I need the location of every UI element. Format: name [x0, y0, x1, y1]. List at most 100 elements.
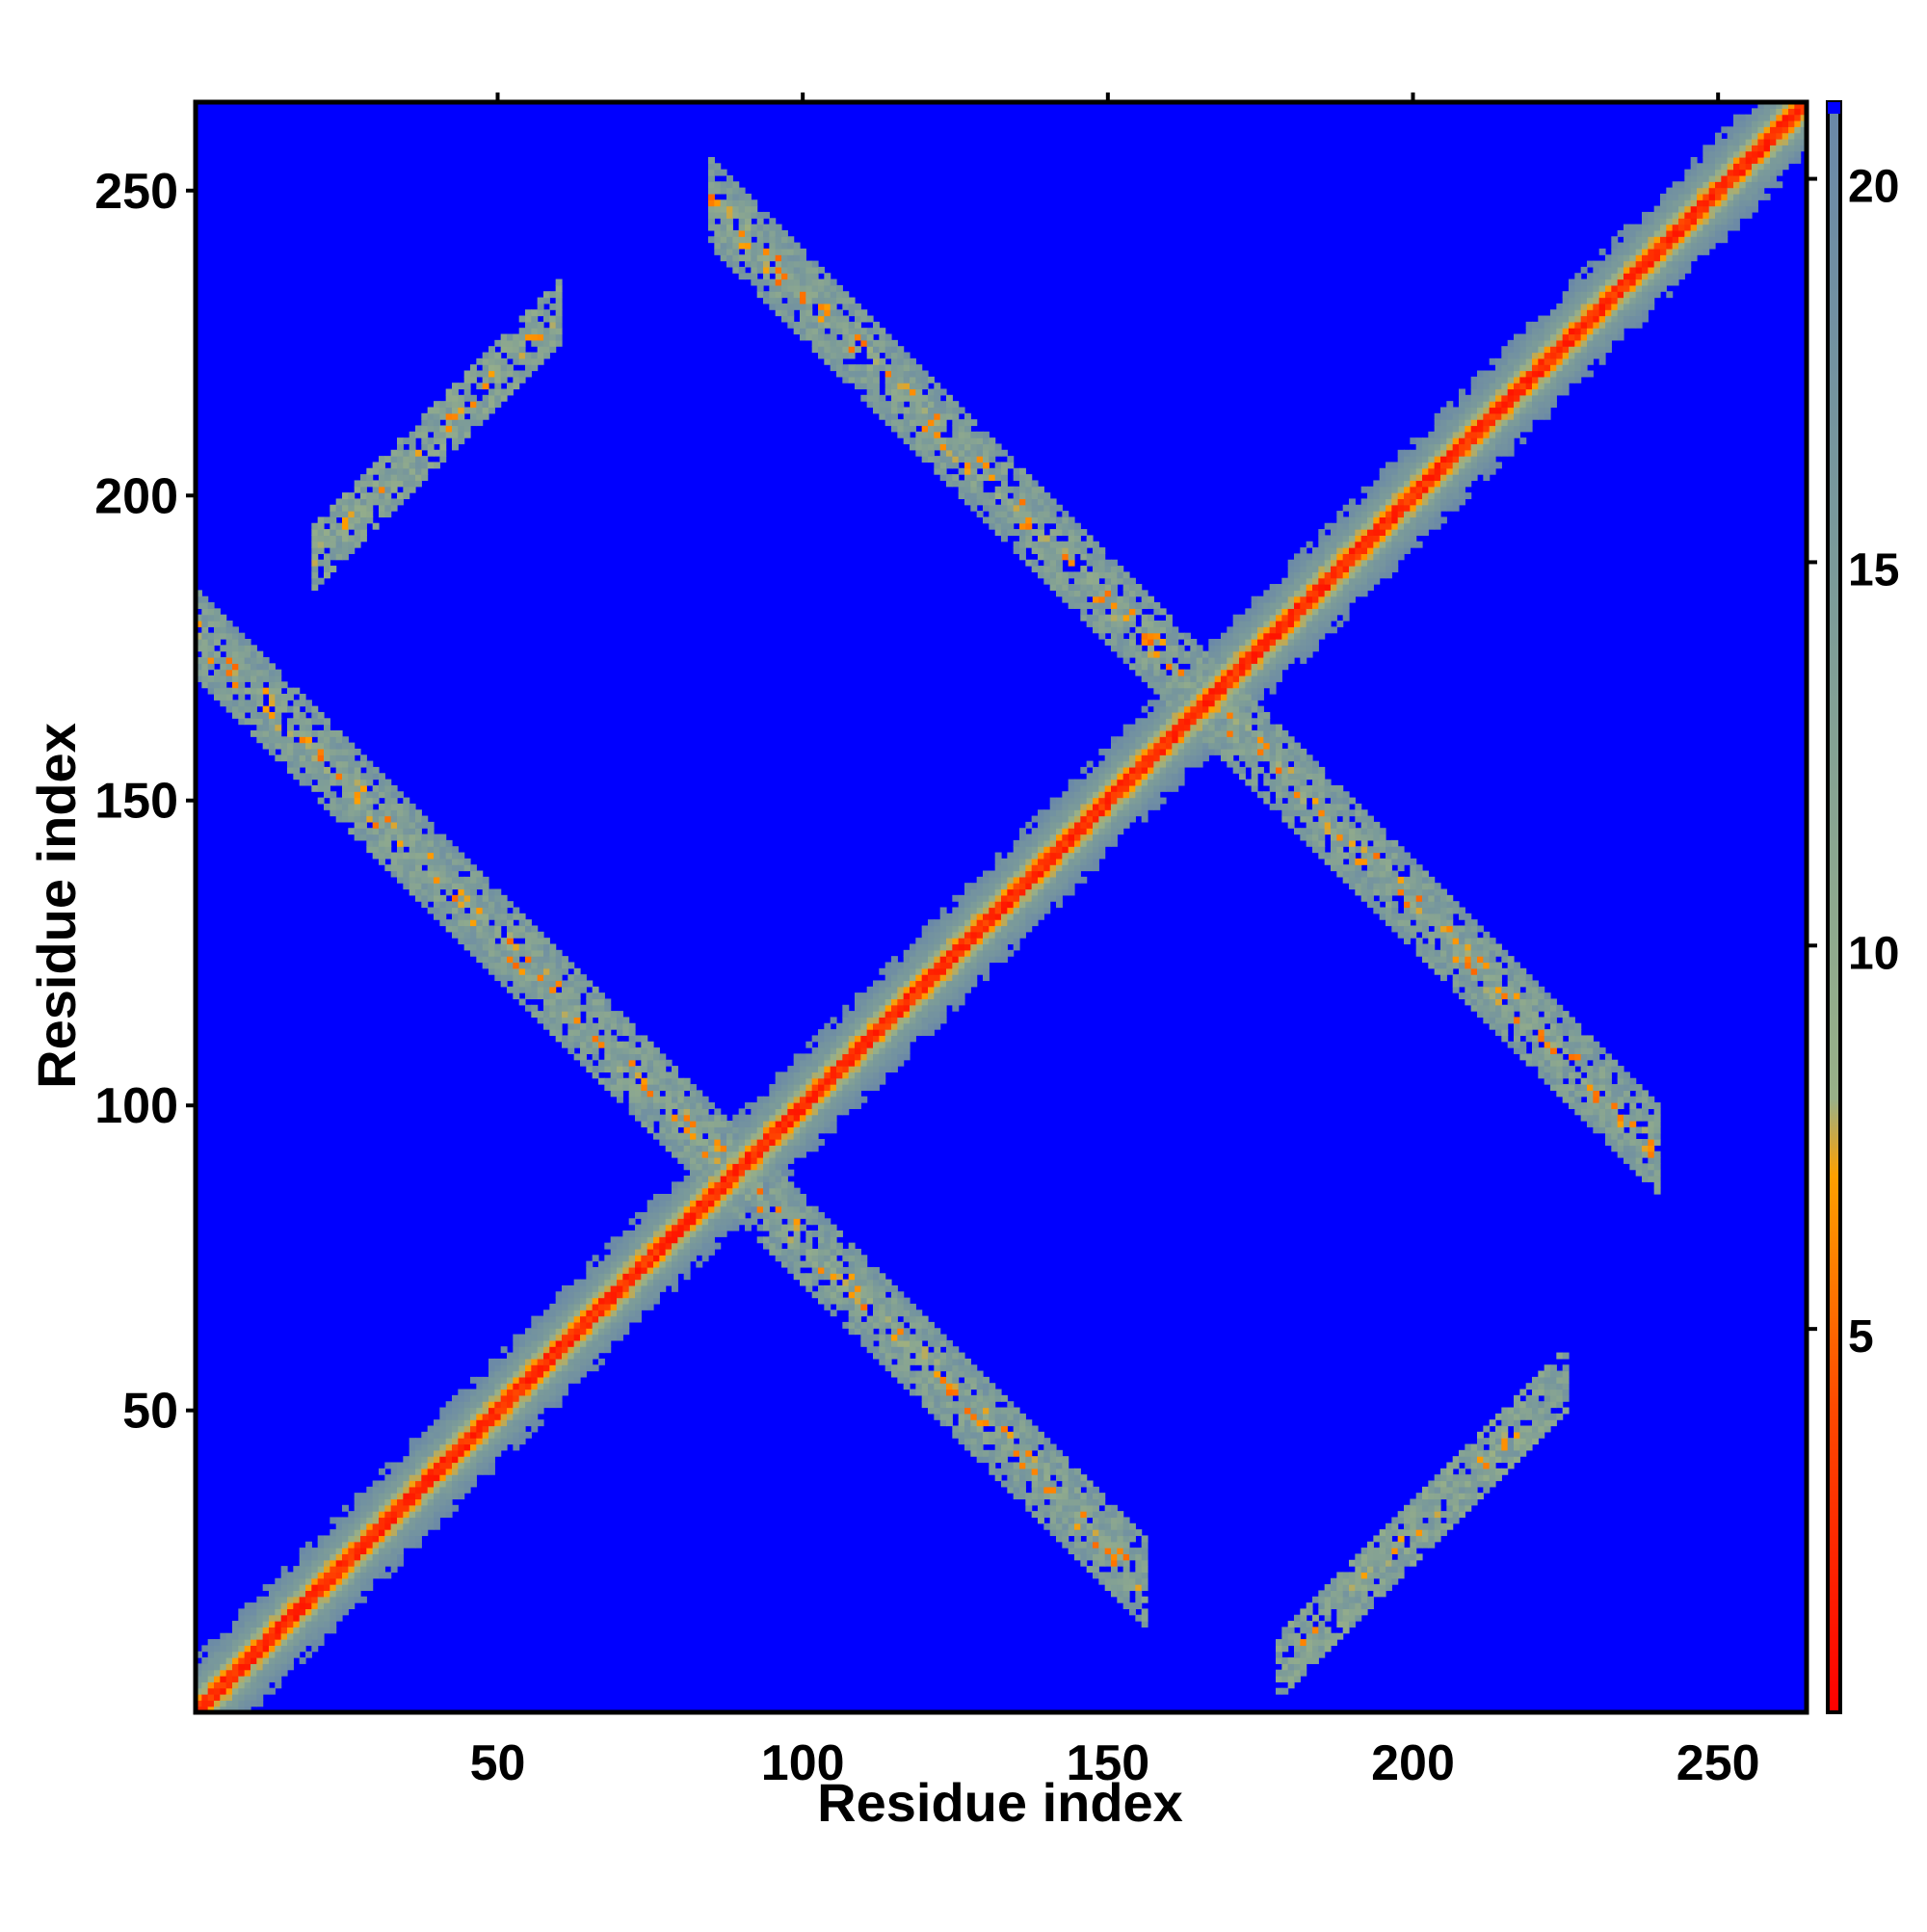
heatmap-cell [336, 809, 343, 816]
heatmap-cell [745, 218, 752, 225]
heatmap-cell [458, 383, 464, 389]
heatmap-cell [891, 1023, 898, 1030]
heatmap-cell [983, 1408, 990, 1415]
heatmap-cell [622, 1078, 629, 1085]
heatmap-cell [611, 1023, 618, 1030]
heatmap-cell [641, 1236, 647, 1243]
heatmap-cell [977, 938, 984, 944]
heatmap-cell [434, 432, 440, 438]
heatmap-cell [751, 199, 757, 206]
heatmap-cell [629, 1023, 636, 1030]
heatmap-cell [696, 1097, 702, 1103]
heatmap-cell [604, 1084, 611, 1091]
heatmap-cell [622, 1267, 629, 1274]
heatmap-cell [952, 401, 959, 408]
heatmap-cell [409, 480, 416, 487]
heatmap-cell [849, 1023, 856, 1030]
heatmap-cell [611, 1261, 618, 1268]
heatmap-cell [397, 1560, 404, 1567]
heatmap-cell [366, 1523, 373, 1530]
heatmap-cell [726, 225, 733, 231]
heatmap-cell [1001, 1450, 1008, 1457]
heatmap-cell [434, 1480, 440, 1487]
heatmap-cell [763, 254, 770, 261]
heatmap-cell [263, 712, 270, 719]
heatmap-cell [732, 267, 739, 274]
heatmap-cell [446, 1480, 453, 1487]
heatmap-cell [721, 218, 727, 225]
heatmap-cell [220, 663, 226, 670]
heatmap-cell [232, 1700, 239, 1707]
heatmap-cell [647, 1285, 654, 1292]
heatmap-cell [336, 1584, 343, 1591]
heatmap-cell [513, 974, 519, 981]
heatmap-cell [647, 1102, 654, 1109]
heatmap-cell [483, 353, 489, 359]
heatmap-cell [970, 974, 977, 981]
heatmap-cell [940, 456, 947, 463]
heatmap-cell [831, 285, 837, 292]
heatmap-cell [305, 1652, 312, 1658]
heatmap-cell [543, 998, 550, 1005]
heatmap-cell [543, 992, 550, 999]
heatmap-cell [952, 968, 959, 975]
heatmap-cell [403, 877, 409, 884]
heatmap-cell [836, 1108, 843, 1115]
heatmap-cell [488, 956, 495, 963]
heatmap-cell [977, 1432, 984, 1439]
heatmap-cell [824, 346, 831, 353]
heatmap-cell [562, 998, 568, 1005]
heatmap-cell [915, 943, 922, 950]
heatmap-cell [647, 1261, 654, 1268]
heatmap-cell [245, 1627, 251, 1633]
heatmap-cell [946, 1419, 953, 1426]
heatmap-cell [989, 877, 995, 884]
heatmap-cell [330, 1627, 336, 1633]
heatmap-cell [812, 1145, 819, 1151]
heatmap-cell [794, 254, 801, 261]
heatmap-cell [403, 1498, 409, 1505]
heatmap-cell [409, 1462, 416, 1469]
heatmap-cell [873, 1285, 880, 1292]
heatmap-cell [434, 413, 440, 420]
heatmap-cell [428, 1498, 435, 1505]
heatmap-cell [946, 943, 953, 950]
heatmap-cell [293, 688, 300, 695]
heatmap-cell [415, 1493, 422, 1499]
heatmap-cell [800, 1273, 806, 1280]
heatmap-cell [867, 383, 874, 389]
heatmap-cell [483, 1401, 489, 1408]
heatmap-cell [439, 1493, 446, 1499]
heatmap-cell [739, 194, 746, 200]
heatmap-cell [726, 1181, 733, 1188]
heatmap-cell [769, 1157, 776, 1164]
heatmap-cell [970, 1414, 977, 1420]
heatmap-cell [800, 1090, 806, 1097]
heatmap-cell [757, 1206, 764, 1213]
heatmap-cell [629, 1304, 636, 1310]
heatmap-cell [275, 1645, 281, 1652]
heatmap-cell [690, 1243, 697, 1250]
heatmap-cell [934, 401, 940, 408]
heatmap-cell [702, 1200, 709, 1206]
heatmap-cell [800, 261, 806, 268]
heatmap-cell [220, 657, 226, 664]
heatmap-cell [745, 254, 752, 261]
heatmap-cell [836, 1035, 843, 1042]
heatmap-cell [684, 1157, 691, 1164]
heatmap-cell [769, 1115, 776, 1122]
heatmap-cell [287, 694, 294, 701]
heatmap-cell [635, 1285, 642, 1292]
heatmap-cell [983, 443, 990, 450]
heatmap-cell [1001, 480, 1008, 487]
heatmap-cell [238, 645, 245, 651]
heatmap-cell [910, 992, 916, 999]
heatmap-cell [275, 670, 281, 676]
heatmap-cell [318, 516, 325, 523]
heatmap-cell [873, 1280, 880, 1286]
heatmap-cell [324, 773, 330, 780]
heatmap-cell [989, 443, 995, 450]
heatmap-cell [891, 1066, 898, 1072]
heatmap-cell [635, 1212, 642, 1219]
heatmap-cell [726, 254, 733, 261]
